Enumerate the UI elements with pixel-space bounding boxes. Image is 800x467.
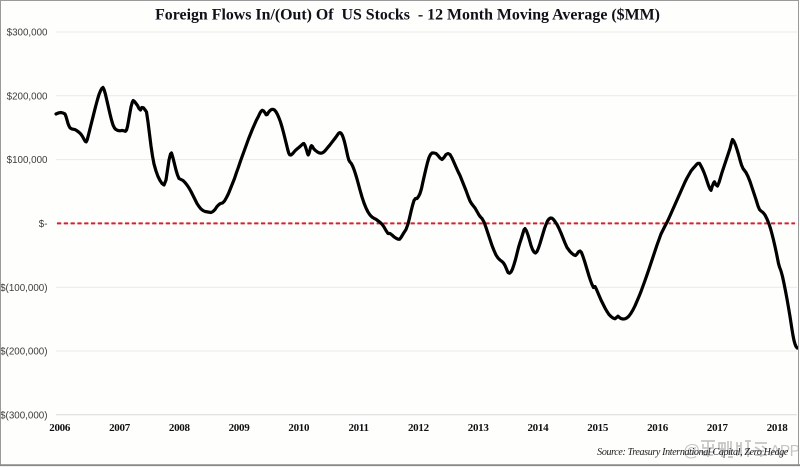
svg-text:Foreign Flows In/(Out) Of US: Foreign Flows In/(Out) Of US Stocks - 12… bbox=[155, 7, 660, 24]
svg-text:2013: 2013 bbox=[468, 422, 490, 434]
svg-text:Source: Treasury International: Source: Treasury International Capital, … bbox=[597, 447, 789, 458]
svg-text:2014: 2014 bbox=[527, 422, 549, 434]
svg-text:$300,000: $300,000 bbox=[7, 28, 48, 39]
svg-text:2011: 2011 bbox=[348, 422, 368, 434]
svg-text:2007: 2007 bbox=[109, 422, 131, 434]
svg-text:2006: 2006 bbox=[49, 422, 71, 434]
svg-text:2017: 2017 bbox=[707, 422, 729, 434]
svg-text:2012: 2012 bbox=[408, 422, 430, 434]
svg-text:@: @ bbox=[683, 441, 700, 460]
svg-text:$-: $- bbox=[39, 219, 48, 230]
svg-text:2008: 2008 bbox=[169, 422, 191, 434]
svg-text:$200,000: $200,000 bbox=[7, 91, 48, 102]
svg-text:$(300,000): $(300,000) bbox=[0, 410, 47, 421]
svg-text:2010: 2010 bbox=[288, 422, 310, 434]
svg-text:$(200,000): $(200,000) bbox=[0, 347, 47, 358]
svg-text:2015: 2015 bbox=[587, 422, 609, 434]
svg-text:2018: 2018 bbox=[767, 422, 789, 434]
svg-text:2009: 2009 bbox=[229, 422, 251, 434]
svg-text:$100,000: $100,000 bbox=[7, 155, 48, 166]
svg-text:2016: 2016 bbox=[647, 422, 669, 434]
svg-text:APP: APP bbox=[770, 443, 800, 460]
svg-text:$(100,000): $(100,000) bbox=[0, 283, 47, 294]
